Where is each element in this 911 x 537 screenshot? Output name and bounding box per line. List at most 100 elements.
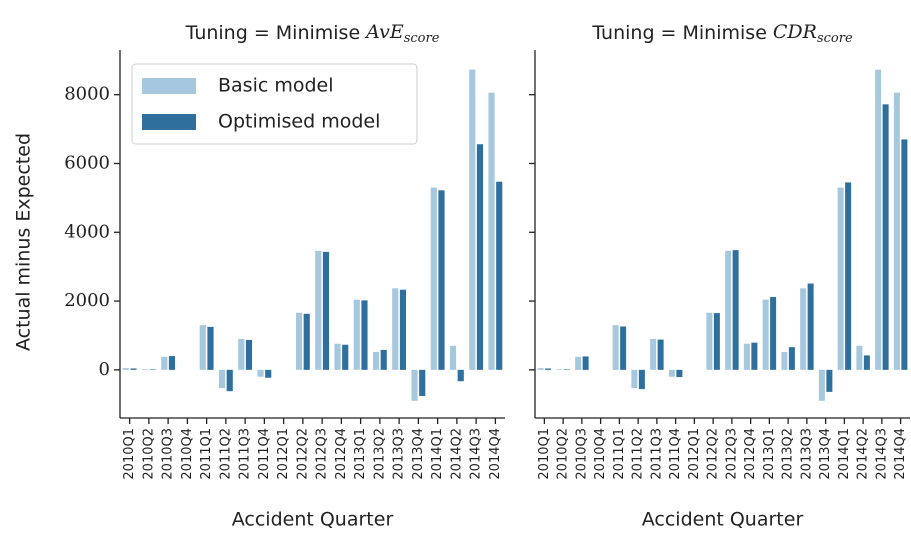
x-tick-label: 2012Q3 [724, 428, 739, 480]
legend-label: Optimised model [218, 111, 380, 133]
x-tick-label: 2010Q2 [556, 428, 571, 480]
bar [563, 369, 570, 370]
legend-swatch [142, 78, 196, 94]
x-tick-label: 2014Q3 [469, 428, 484, 480]
x-tick-label: 2010Q1 [122, 428, 137, 480]
x-tick-label: 2014Q1 [837, 428, 852, 480]
bar [743, 343, 750, 370]
x-tick-label: 2013Q4 [411, 428, 426, 480]
bar [342, 344, 349, 370]
bar [882, 104, 889, 370]
bar [781, 351, 788, 370]
bar [199, 325, 206, 370]
x-tick-label: 2013Q2 [372, 428, 387, 480]
bar [575, 356, 582, 370]
bar [818, 369, 825, 401]
bar [620, 326, 627, 370]
bar [537, 368, 544, 370]
bar [226, 369, 233, 392]
x-tick-label: 2013Q1 [762, 428, 777, 480]
bar [476, 144, 484, 370]
bar [556, 369, 563, 370]
bar [372, 351, 380, 370]
bar [392, 288, 399, 370]
bar [800, 288, 807, 370]
bar [122, 368, 129, 370]
x-tick-label: 2011Q4 [257, 428, 272, 480]
x-tick-label: 2014Q2 [856, 428, 871, 480]
bar [322, 251, 330, 370]
bar [265, 369, 272, 378]
bar [612, 325, 619, 370]
x-tick-label: 2014Q4 [488, 428, 503, 480]
bar [207, 326, 214, 370]
bar [449, 345, 457, 370]
bar [863, 355, 870, 370]
bar [218, 369, 226, 389]
bar [496, 181, 503, 370]
bar [399, 289, 407, 370]
bar [826, 369, 833, 392]
bar [837, 187, 844, 370]
bar [168, 356, 176, 370]
title-subscript: score [817, 31, 853, 46]
bar [657, 339, 664, 370]
x-tick-label: 2010Q4 [180, 428, 195, 480]
x-tick-label: 2010Q3 [574, 428, 589, 480]
bar [807, 283, 814, 370]
bar [141, 369, 149, 370]
bar [245, 339, 253, 370]
bar [582, 356, 589, 370]
bar [303, 313, 310, 370]
x-tick-label: 2010Q2 [141, 428, 156, 480]
x-tick-label: 2011Q1 [612, 428, 627, 480]
x-tick-label: 2012Q1 [276, 428, 291, 480]
x-axis-label: Accident Quarter [642, 509, 804, 531]
title-subscript: score [404, 31, 440, 46]
x-tick-label: 2011Q2 [218, 428, 233, 480]
x-tick-label: 2012Q4 [334, 428, 349, 480]
y-axis-label: Actual minus Expected [13, 133, 35, 351]
bar [419, 369, 426, 396]
bar [411, 369, 418, 401]
bar [751, 342, 758, 370]
x-tick-label: 2013Q4 [818, 428, 833, 480]
bar [334, 343, 341, 370]
x-tick-label: 2012Q4 [743, 428, 758, 480]
legend-label: Basic model [218, 75, 334, 97]
x-tick-label: 2014Q4 [893, 428, 908, 480]
bar [257, 369, 264, 377]
bar [762, 299, 769, 370]
bar [713, 313, 720, 370]
x-tick-label: 2012Q2 [706, 428, 721, 480]
bar [315, 250, 322, 370]
bar [380, 349, 387, 370]
legend-box [131, 63, 418, 145]
bar [361, 300, 368, 370]
x-tick-label: 2014Q3 [874, 428, 889, 480]
chart-title: Tuning = Minimise AvEscore [185, 21, 440, 46]
y-tick-label: 8000 [64, 84, 110, 105]
y-tick-label: 4000 [64, 221, 110, 242]
bar [430, 187, 437, 370]
bar [631, 369, 638, 389]
bar [149, 369, 156, 370]
bar [488, 92, 495, 370]
y-tick-label: 0 [99, 359, 110, 380]
x-tick-label: 2013Q3 [799, 428, 814, 480]
bar [353, 299, 360, 370]
x-tick-label: 2011Q4 [668, 428, 683, 480]
bar [845, 182, 852, 370]
x-tick-label: 2012Q3 [315, 428, 330, 480]
x-tick-label: 2013Q1 [353, 428, 368, 480]
x-tick-label: 2011Q1 [199, 428, 214, 480]
title-text: Tuning = Minimise [591, 22, 767, 44]
x-tick-label: 2010Q1 [537, 428, 552, 480]
bar [438, 190, 445, 370]
x-tick-label: 2012Q1 [687, 428, 702, 480]
bar [130, 368, 137, 370]
x-tick-label: 2010Q4 [593, 428, 608, 480]
bar [706, 312, 713, 370]
bar [732, 250, 739, 370]
